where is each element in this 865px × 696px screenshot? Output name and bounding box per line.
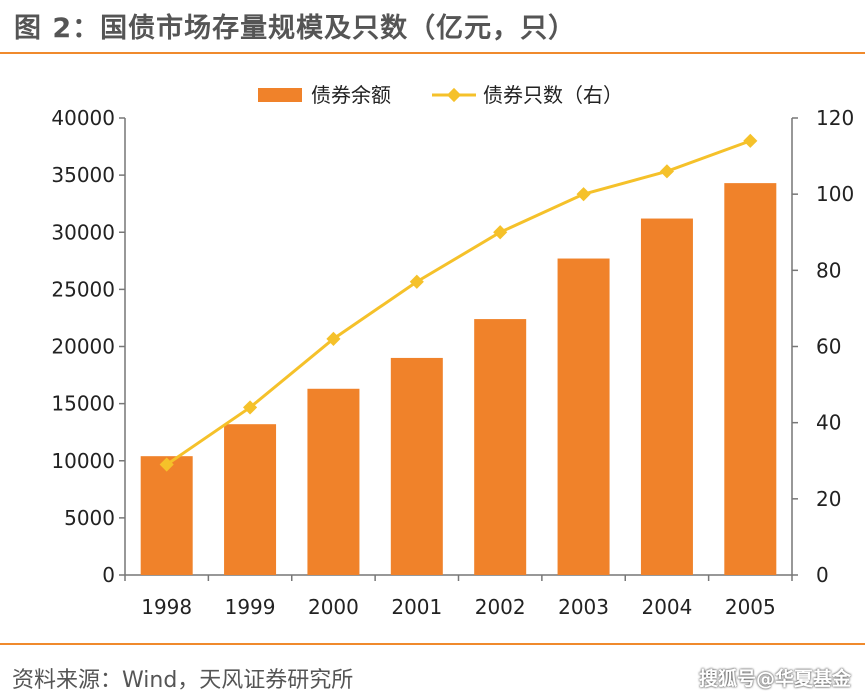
title-divider — [0, 52, 865, 54]
bar — [307, 388, 360, 575]
line-point — [409, 274, 424, 289]
bar-series — [140, 183, 777, 576]
left-tick-label: 0 — [102, 563, 115, 587]
right-tick-label: 100 — [816, 182, 854, 206]
footer-divider — [0, 643, 865, 645]
line-point — [743, 133, 758, 148]
right-tick-label: 0 — [816, 563, 829, 587]
line-series — [159, 133, 758, 472]
left-tick-label: 15000 — [51, 392, 115, 416]
bar — [140, 456, 193, 575]
legend-line-marker — [446, 87, 462, 103]
legend: 债券余额 债券只数（右） — [258, 83, 623, 107]
left-tick-label: 35000 — [51, 163, 115, 187]
line-point — [159, 457, 174, 472]
bar — [724, 183, 777, 575]
source-note: 资料来源：Wind，天风证券研究所 — [12, 668, 354, 693]
x-tick-label: 2003 — [558, 595, 609, 619]
x-tick-label: 2000 — [308, 595, 359, 619]
bar — [557, 258, 610, 575]
bar — [474, 319, 527, 575]
right-tick-label: 80 — [816, 258, 841, 282]
line-point — [576, 187, 591, 202]
x-tick-label: 1998 — [141, 595, 192, 619]
left-tick-label: 25000 — [51, 277, 115, 301]
x-tick-label: 2005 — [725, 595, 776, 619]
x-tick-label: 2001 — [391, 595, 442, 619]
left-tick-label: 10000 — [51, 449, 115, 473]
right-tick-label: 120 — [816, 106, 854, 130]
right-tick-label: 40 — [816, 411, 841, 435]
line-point — [326, 331, 341, 346]
x-tick-label: 2002 — [475, 595, 526, 619]
right-tick-label: 60 — [816, 335, 841, 359]
line-point — [493, 225, 508, 240]
x-tick-label: 1999 — [225, 595, 276, 619]
right-tick-label: 20 — [816, 487, 841, 511]
left-tick-label: 20000 — [51, 335, 115, 359]
line-point — [659, 164, 675, 179]
bar — [224, 424, 277, 575]
chart: 债券余额 债券只数（右） 050001000015000200002500030… — [51, 83, 854, 619]
left-tick-label: 40000 — [51, 106, 115, 130]
left-tick-label: 5000 — [64, 506, 115, 530]
line-point — [242, 400, 258, 415]
page-title: 图 2：国债市场存量规模及只数（亿元，只） — [14, 13, 577, 44]
bar — [640, 218, 693, 576]
legend-bar-swatch — [258, 88, 302, 102]
axes: 0500010000150002000025000300003500040000… — [51, 106, 854, 619]
watermark: 搜狐号@华夏基金 — [698, 668, 851, 690]
bar — [390, 357, 443, 575]
x-tick-label: 2004 — [641, 595, 692, 619]
series-line — [165, 139, 751, 466]
legend-line-label: 债券只数（右） — [483, 83, 623, 107]
legend-bar-label: 债券余额 — [311, 83, 391, 107]
left-tick-label: 30000 — [51, 220, 115, 244]
